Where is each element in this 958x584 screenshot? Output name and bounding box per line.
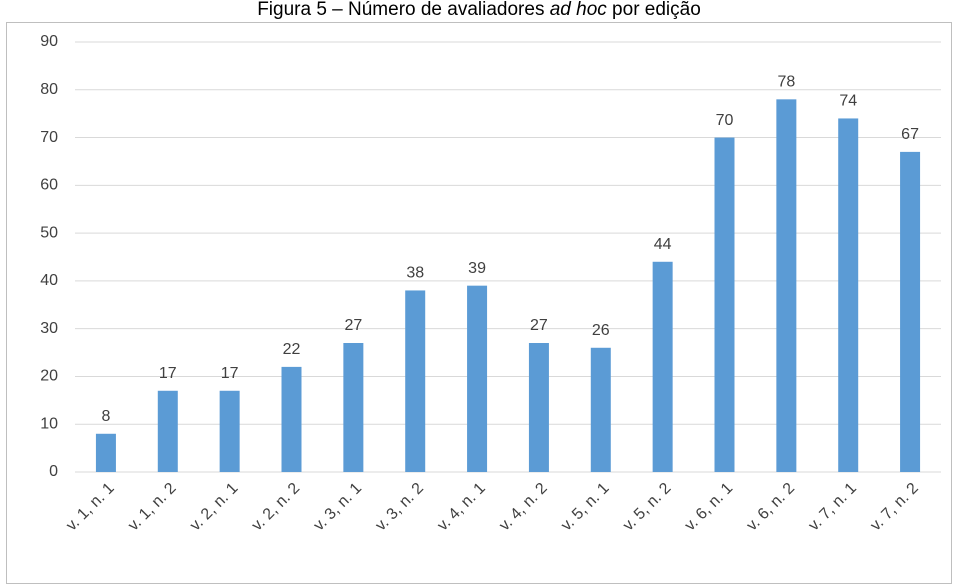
- chart-title: Figura 5 – Número de avaliadores ad hoc …: [257, 0, 701, 20]
- bar: [281, 366, 302, 472]
- bar: [467, 285, 488, 472]
- data-label: 22: [283, 341, 301, 358]
- bar: [900, 151, 921, 472]
- y-tick-label: 20: [40, 368, 58, 385]
- y-tick-label: 60: [40, 177, 58, 194]
- data-label: 67: [901, 126, 919, 143]
- bar: [95, 433, 116, 472]
- bar: [714, 137, 735, 473]
- data-label: 27: [344, 317, 362, 334]
- y-tick-label: 40: [40, 272, 58, 289]
- y-tick-label: 70: [40, 129, 58, 146]
- data-label: 26: [592, 322, 610, 339]
- data-label: 70: [716, 112, 734, 129]
- x-tick-label: v. 5, n. 2: [620, 480, 675, 535]
- data-label: 44: [654, 236, 672, 253]
- x-tick-label: v. 6, n. 2: [744, 480, 799, 535]
- data-label: 17: [159, 365, 177, 382]
- x-tick-label: v. 4, n. 2: [496, 480, 551, 535]
- x-tick-label: v. 2, n. 1: [187, 480, 242, 535]
- bar: [405, 290, 426, 472]
- x-tick-label: v. 3, n. 2: [372, 480, 427, 535]
- x-tick-label: v. 7, n. 1: [805, 480, 860, 535]
- data-label: 38: [406, 265, 424, 282]
- y-tick-label: 30: [40, 320, 58, 337]
- data-label: 17: [221, 365, 239, 382]
- y-tick-label: 0: [49, 463, 58, 480]
- x-tick-label: v. 4, n. 1: [434, 480, 489, 535]
- x-tick-label: v. 1, n. 1: [63, 480, 118, 535]
- data-label: 39: [468, 260, 486, 277]
- data-label: 74: [839, 93, 857, 110]
- y-tick-label: 10: [40, 415, 58, 432]
- x-tick-label: v. 1, n. 2: [125, 480, 180, 535]
- data-label: 27: [530, 317, 548, 334]
- x-tick-label: v. 3, n. 1: [311, 480, 366, 535]
- x-tick-label: v. 5, n. 1: [558, 480, 613, 535]
- bar: [157, 390, 178, 472]
- bar: [652, 261, 673, 472]
- title-part: ad hoc: [550, 0, 608, 20]
- x-tick-label: v. 7, n. 2: [867, 480, 922, 535]
- data-label: 78: [777, 74, 795, 91]
- x-tick-label: v. 6, n. 1: [682, 480, 737, 535]
- y-tick-label: 80: [40, 81, 58, 98]
- bar: [776, 99, 797, 472]
- bar: [838, 118, 859, 472]
- bar: [590, 347, 611, 472]
- bar: [219, 390, 240, 472]
- bar: [343, 343, 364, 472]
- data-label: 8: [101, 408, 110, 425]
- title-part: Figura 5 – Número de avaliadores: [257, 0, 550, 20]
- bar: [528, 343, 549, 472]
- y-tick-label: 90: [40, 33, 58, 50]
- x-tick-label: v. 2, n. 2: [249, 480, 304, 535]
- y-tick-label: 50: [40, 224, 58, 241]
- title-part: por edição: [607, 0, 701, 20]
